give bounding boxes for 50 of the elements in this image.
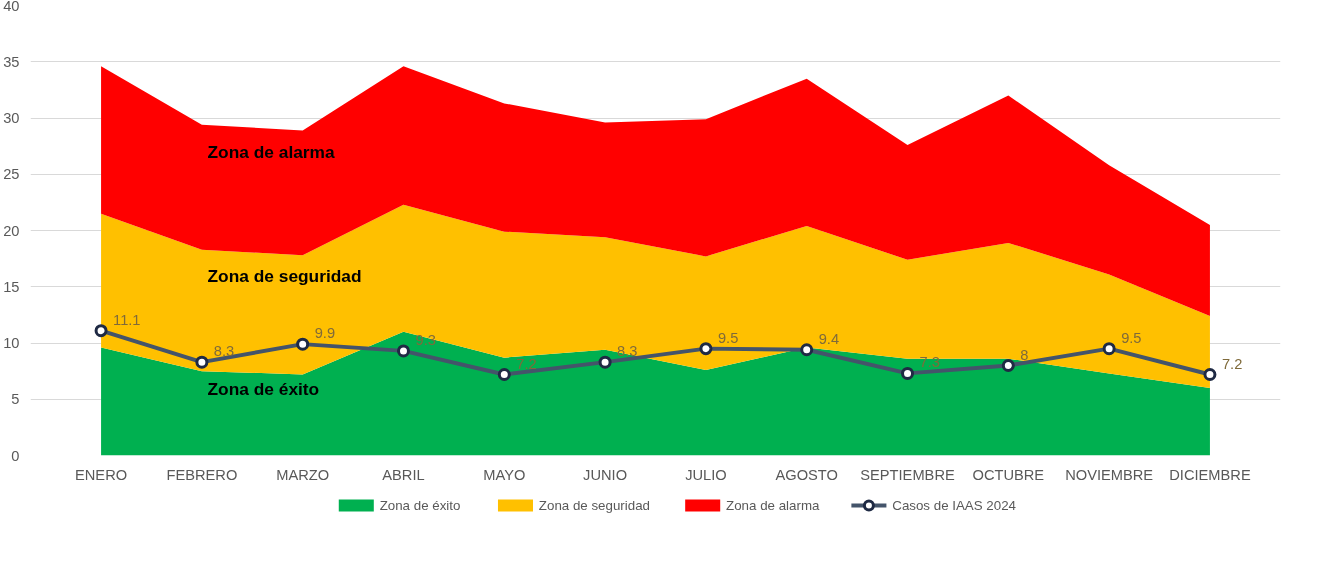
point xyxy=(1001,359,1015,372)
x-tick-label: ABRIL xyxy=(382,466,425,483)
y-tick-label: 10 xyxy=(3,335,20,351)
data-label: 9.5 xyxy=(1121,329,1142,346)
x-tick-label: ENERO xyxy=(75,466,128,483)
data-label: 7.2 xyxy=(516,355,537,372)
data-label: 8 xyxy=(1020,346,1029,363)
x-tick-label: AGOSTO xyxy=(775,466,838,483)
data-label: 9.4 xyxy=(818,330,840,347)
annotation: Zona de seguridad xyxy=(207,265,362,286)
point xyxy=(195,355,209,369)
y-tick-label: 20 xyxy=(3,222,20,239)
legend-label: Casos de IAAS 2024 xyxy=(892,498,1017,513)
point xyxy=(94,324,108,338)
x-tick-label: JULIO xyxy=(685,466,727,483)
y-tick-label: 15 xyxy=(3,278,20,295)
annotation: Zona de alarma xyxy=(207,141,335,162)
x-tick-label: JUNIO xyxy=(583,466,628,483)
data-label: 9.5 xyxy=(717,329,739,346)
data-label: 7.2 xyxy=(1221,355,1243,372)
point xyxy=(699,342,713,356)
point xyxy=(800,343,814,357)
data-label: 9.9 xyxy=(314,325,336,342)
data-label: 7.3 xyxy=(919,354,940,371)
x-tick-label: MARZO xyxy=(276,466,330,483)
point xyxy=(396,344,410,358)
y-tick-label: 25 xyxy=(3,166,20,183)
y-tick-label: 40 xyxy=(3,0,20,14)
annotation: Zona de éxito xyxy=(207,378,320,399)
point xyxy=(598,355,612,369)
point xyxy=(901,366,915,380)
point xyxy=(296,337,310,351)
point xyxy=(1102,342,1116,356)
point xyxy=(1203,368,1217,381)
y-tick-label: 5 xyxy=(11,391,20,408)
x-tick-label: DICIEMBRE xyxy=(1169,466,1251,483)
x-tick-label: SEPTIEMBRE xyxy=(860,466,955,483)
data-label: 8.3 xyxy=(213,343,235,360)
legend-label: Zona de alarma xyxy=(726,498,820,513)
y-tick-label: 30 xyxy=(3,110,20,126)
data-label: 11.1 xyxy=(113,311,141,328)
y-tick-label: 0 xyxy=(11,447,20,464)
x-tick-label: OCTUBRE xyxy=(972,466,1045,483)
legend-label: Zona de seguridad xyxy=(538,498,650,513)
x-tick-label: FEBRERO xyxy=(166,466,238,483)
point xyxy=(497,368,511,381)
x-tick-label: NOVIEMBRE xyxy=(1065,466,1154,483)
legend-label: Zona de éxito xyxy=(379,498,461,513)
x-tick-label: MAYO xyxy=(483,466,526,483)
y-tick-label: 35 xyxy=(3,53,20,70)
